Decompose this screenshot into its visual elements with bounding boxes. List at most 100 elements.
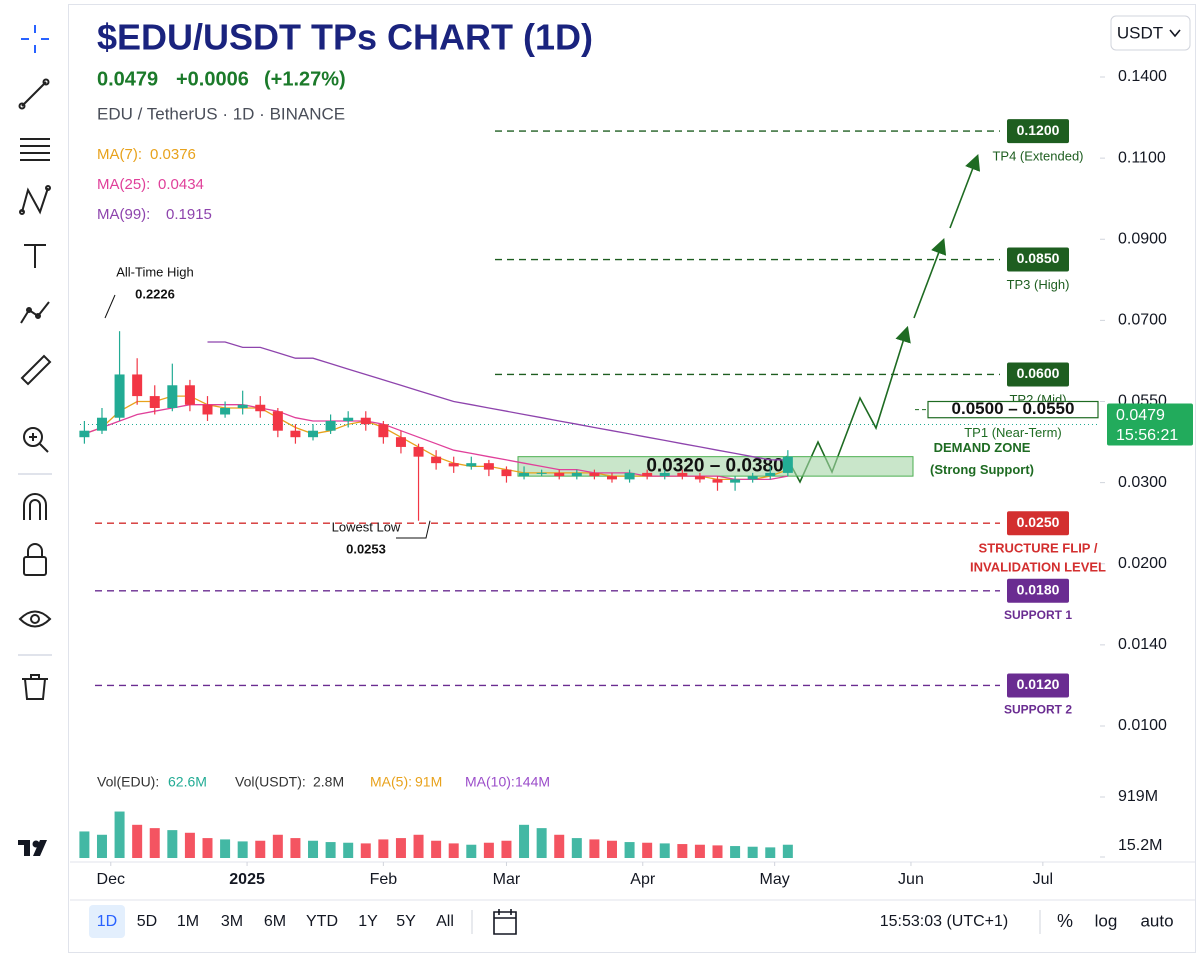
- y-tick-label: 0.0300: [1118, 474, 1167, 491]
- range-button[interactable]: 1M: [177, 913, 199, 930]
- candle-body: [642, 472, 653, 477]
- range-button[interactable]: 1Y: [358, 913, 378, 930]
- range-button[interactable]: 5Y: [396, 913, 416, 930]
- candle-body: [220, 407, 231, 415]
- volume-bar: [624, 842, 635, 858]
- target-badge: [1007, 247, 1069, 272]
- annotation-value: 0.0253: [346, 541, 386, 556]
- measure-tool[interactable]: [20, 354, 52, 386]
- volume-bar: [395, 838, 406, 858]
- demand-zone-caption: DEMAND ZONE: [934, 440, 1031, 455]
- volume-bar: [325, 842, 336, 858]
- volume-bar: [712, 845, 723, 858]
- volume-bar: [606, 840, 617, 858]
- last-price-label: 0.0479: [1116, 407, 1165, 424]
- volume-bar: [483, 842, 494, 858]
- candle-body: [483, 463, 494, 470]
- candle-body: [132, 374, 143, 397]
- candle-body: [96, 417, 107, 431]
- range-button[interactable]: All: [436, 913, 454, 930]
- invalidation-caption: STRUCTURE FLIP /: [979, 541, 1098, 556]
- target-label: 0.0600: [1017, 365, 1060, 381]
- support-label: 0.0180: [1017, 581, 1060, 597]
- candle-body: [237, 404, 248, 408]
- volume-bar: [501, 840, 512, 858]
- candle-body: [554, 472, 565, 477]
- volume-bar: [378, 839, 389, 858]
- date-range-icon[interactable]: [493, 909, 517, 935]
- crosshair-tool[interactable]: [21, 25, 49, 53]
- y-tick-label: 0.0100: [1118, 717, 1167, 734]
- range-active[interactable]: [89, 905, 125, 938]
- support-caption: SUPPORT 2: [1004, 703, 1072, 717]
- trendline-tool[interactable]: [18, 78, 50, 110]
- tradingview-logo[interactable]: [18, 840, 47, 856]
- ma-legend-name: MA(25):: [97, 176, 150, 193]
- header-change-pct: (+1.27%): [264, 68, 346, 90]
- annotation-title: All-Time High: [116, 264, 194, 279]
- volume-bar: [272, 834, 283, 858]
- y-tick-label: 0.0140: [1118, 636, 1167, 653]
- text-tool[interactable]: [24, 244, 46, 268]
- volume-bar: [519, 824, 530, 858]
- log-toggle[interactable]: log: [1095, 911, 1118, 930]
- volume-bar: [237, 841, 248, 858]
- annotation-pointer: [396, 520, 431, 539]
- range-button[interactable]: 5D: [137, 913, 157, 930]
- annotation-title: Lowest Low: [332, 519, 401, 534]
- pattern-tool[interactable]: [19, 185, 51, 215]
- currency-selector[interactable]: USDT: [1110, 15, 1191, 51]
- volume-bar: [448, 843, 459, 858]
- tp1-caption: TP1 (Near-Term): [964, 425, 1062, 440]
- chart-title: $EDU/USDT TPs CHART (1D): [97, 17, 593, 58]
- x-tick-label: Apr: [630, 871, 656, 888]
- countdown-label: 15:56:21: [1116, 427, 1178, 444]
- forecast-tool[interactable]: [20, 301, 50, 324]
- visibility-tool[interactable]: [18, 610, 52, 628]
- magnet-tool[interactable]: [23, 493, 47, 520]
- header-price: 0.0479: [97, 68, 158, 90]
- volume-bar: [114, 811, 125, 858]
- target-caption: TP4 (Extended): [992, 149, 1083, 164]
- volume-tick-label: 15.2M: [1118, 837, 1162, 854]
- candle-body: [149, 396, 160, 408]
- currency-box[interactable]: [1110, 15, 1191, 51]
- candle-body: [536, 472, 547, 474]
- support-label: 0.0120: [1017, 676, 1060, 692]
- target-caption: TP3 (High): [1007, 277, 1070, 292]
- ma-legend-value: 0.1915: [166, 206, 212, 223]
- percent-toggle[interactable]: %: [1057, 911, 1073, 931]
- currency-label[interactable]: USDT: [1117, 23, 1163, 42]
- invalidation-badge: [1007, 511, 1069, 536]
- candle-body: [747, 476, 758, 480]
- invalidation-caption: INVALIDATION LEVEL: [970, 560, 1106, 575]
- candle-body: [325, 420, 336, 431]
- delete-tool[interactable]: [22, 674, 48, 700]
- last-price-badge: [1107, 403, 1193, 446]
- lock-tool[interactable]: [23, 543, 47, 576]
- x-tick-label: May: [760, 871, 790, 888]
- volume-legend-value: 91M: [415, 774, 442, 790]
- volume-bar: [96, 834, 107, 858]
- range-button[interactable]: YTD: [306, 913, 338, 930]
- zoom-tool[interactable]: [23, 427, 49, 453]
- range-button[interactable]: 3M: [221, 913, 243, 930]
- volume-bar: [431, 840, 442, 858]
- volume-bar: [413, 834, 424, 858]
- dropdown-caret[interactable]: [1169, 29, 1181, 38]
- volume-bar: [308, 840, 319, 858]
- fib-tool[interactable]: [20, 138, 50, 161]
- forecast-path: [949, 154, 981, 229]
- demand-zone-caption: (Strong Support): [930, 462, 1034, 477]
- y-tick-label: 0.1400: [1118, 68, 1167, 85]
- support-badge: [1007, 673, 1069, 698]
- volume-bar: [694, 844, 705, 858]
- range-button[interactable]: 6M: [264, 913, 286, 930]
- volume-bar: [659, 843, 670, 858]
- range-button[interactable]: 1D: [97, 913, 117, 930]
- candle-body: [431, 456, 442, 464]
- volume-bar: [571, 838, 582, 858]
- support-caption: SUPPORT 1: [1004, 608, 1072, 622]
- auto-toggle[interactable]: auto: [1140, 911, 1173, 930]
